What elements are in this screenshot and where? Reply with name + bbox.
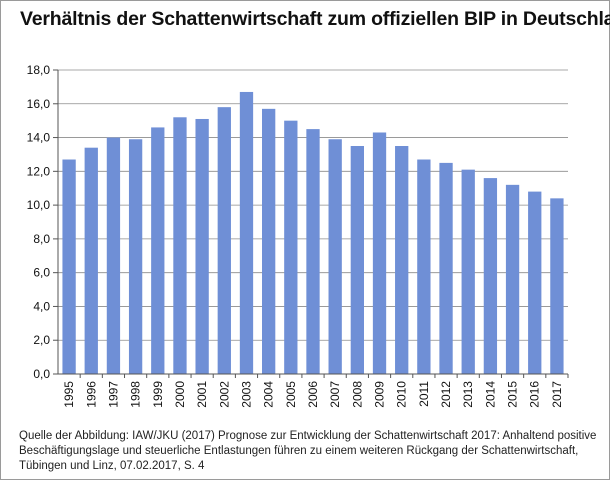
bar-2003 — [239, 91, 254, 374]
y-tick-label: 2,0 — [33, 333, 50, 347]
source-note: Quelle der Abbildung: IAW/JKU (2017) Pro… — [19, 430, 597, 472]
bar-1996 — [84, 147, 98, 374]
x-tick-label: 1998 — [129, 381, 143, 408]
x-tick-label: 1999 — [151, 381, 165, 408]
bar-2011 — [417, 159, 431, 374]
x-tick-label: 2012 — [439, 381, 453, 408]
y-tick-label: 6,0 — [33, 266, 50, 280]
y-tick-label: 14,0 — [27, 131, 51, 145]
bar-2012 — [439, 162, 453, 374]
x-tick-label: 1997 — [106, 381, 120, 408]
x-tick-label: 2017 — [550, 381, 564, 408]
x-tick-label: 2007 — [328, 381, 342, 408]
bar-2008 — [350, 146, 364, 374]
bar-2000 — [173, 117, 187, 375]
y-tick-label: 16,0 — [27, 97, 51, 111]
y-tick-label: 4,0 — [33, 299, 50, 313]
x-tick-label: 2002 — [217, 381, 231, 408]
bar-1997 — [106, 137, 121, 374]
x-tick-label: 2014 — [483, 381, 497, 408]
bar-2016 — [528, 191, 542, 374]
x-tick-label: 2010 — [395, 381, 409, 408]
x-tick-label: 2015 — [506, 381, 520, 408]
axes — [53, 69, 569, 378]
bar-1995 — [62, 159, 76, 374]
bar-2017 — [550, 198, 564, 374]
x-tick-labels: 1995 1996 1997 1998 1999 2000 2001 2002 2003 2004… — [62, 381, 564, 408]
x-tick-label: 2006 — [306, 381, 320, 408]
bar-1999 — [151, 127, 165, 374]
y-tick-label: 12,0 — [27, 164, 51, 178]
x-tick-label: 2005 — [284, 381, 298, 408]
chart-title: Verhältnis der Schattenwirtschaft zum of… — [20, 8, 610, 30]
y-tick-label: 10,0 — [27, 198, 51, 212]
bar-2010 — [395, 146, 409, 374]
x-tick-label: 2009 — [373, 381, 387, 408]
x-tick-label: 2001 — [195, 381, 209, 408]
x-tick-label: 1996 — [84, 381, 98, 408]
bar-2015 — [505, 184, 520, 374]
y-tick-label: 8,0 — [33, 232, 50, 246]
x-tick-label: 2011 — [417, 381, 431, 407]
bar-2005 — [284, 120, 298, 375]
x-tick-label: 2004 — [262, 381, 276, 408]
x-tick-label: 2016 — [528, 381, 542, 408]
x-tick-label: 1995 — [62, 381, 76, 408]
bar-2013 — [461, 169, 475, 374]
y-tick-label: 18,0 — [27, 63, 51, 77]
bar-2007 — [328, 139, 342, 374]
bar-2006 — [306, 129, 320, 374]
y-tick-labels: 0,0 2,0 4,0 6,0 8,0 10,0 12,0 14,0 16,0 18,0 — [27, 63, 51, 381]
bar-2001 — [195, 118, 209, 374]
bar-2002 — [217, 107, 231, 375]
bar-2004 — [262, 108, 276, 374]
x-tick-label: 2003 — [239, 381, 253, 408]
bar-1998 — [128, 139, 143, 374]
y-tick-label: 0,0 — [33, 367, 50, 381]
x-tick-label: 2013 — [461, 381, 475, 408]
x-tick-label: 2000 — [173, 381, 187, 408]
bar-chart: 0,0 2,0 4,0 6,0 8,0 10,0 12,0 14,0 16,0 18,0 1995… — [27, 63, 569, 408]
x-tick-label: 2008 — [350, 381, 364, 408]
bar-2014 — [483, 178, 498, 374]
bars — [62, 91, 564, 375]
bar-2009 — [372, 132, 387, 374]
